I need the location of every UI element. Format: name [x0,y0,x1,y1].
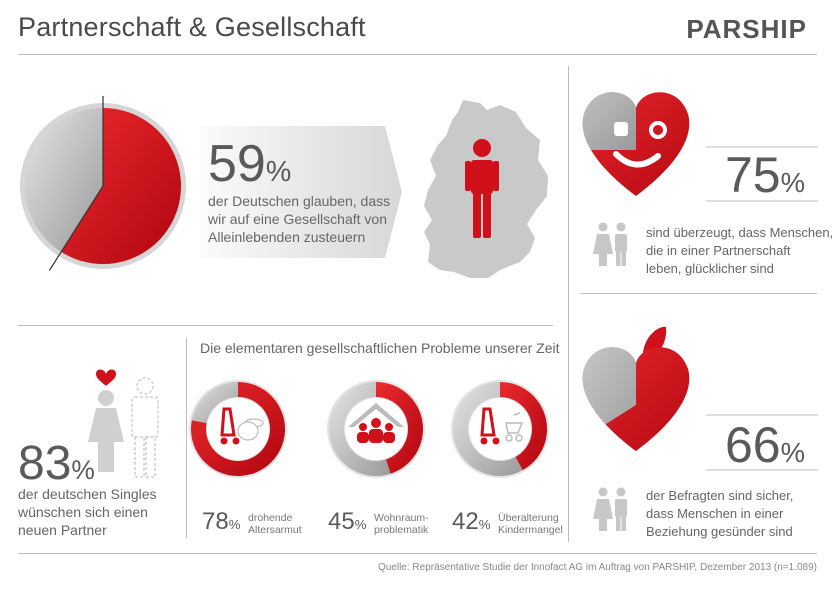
page-title: Partnerschaft & Gesellschaft [18,12,366,42]
couple-icon [593,222,627,266]
problems-divider [186,338,187,538]
problem-3-value: 42% [452,508,491,535]
stat-75-text: sind überzeugt, dass Menschen, die in ein… [646,225,834,276]
stat-59-value: 59% [208,135,292,193]
walker-coins-icon [220,407,264,445]
problem-2-value: 45% [328,508,367,535]
couple-icon [593,487,627,531]
stat-59-text: der Deutschen glauben, dass wir auf eine … [208,193,391,245]
donut-segment-gray [329,382,391,476]
stat-83-value: 83% [18,437,95,490]
donut-segment-gray [453,382,523,476]
pie-chart-59 [20,96,186,271]
walker-stroller-icon [480,407,524,445]
apple-heart-icon [582,326,690,452]
right-divider [580,293,817,294]
donut-hole [469,398,531,460]
problem-3-label: Überalterung Kindermangel [498,512,563,536]
brand-logo: PARSHIP [686,14,807,44]
single-woman-icon [88,369,124,472]
pie-slice-red [61,108,182,265]
banner-arrow [200,126,402,258]
smiley-heart-icon [582,92,690,197]
heart-slice-gray [582,347,636,452]
stat-75-value: 75% [725,147,806,203]
donut-segment-red [500,382,547,471]
source-note: Quelle: Repräsentative Studie der Innofa… [377,562,817,573]
pie-end-line [48,185,104,271]
problem-1-value: 78% [202,508,241,535]
middle-divider [18,325,553,326]
missing-partner-icon [131,377,159,478]
stat-66-text: der Befragten sind sicher, dass Menschen … [646,488,794,539]
heart-slice-gray [582,92,636,150]
person-icon [465,139,499,238]
donut-segment-red [376,382,423,474]
problem-1-label: drohende Altersarmut [248,512,302,536]
header-divider [18,54,817,55]
donut-chart-42 [451,380,549,478]
vertical-divider [568,66,569,542]
donut-segment-red [191,382,285,476]
stat-83-text: der deutschen Singles wünschen sich einen… [18,486,157,538]
problems-heading: Die elementaren gesellschaftlichen Probl… [200,340,560,356]
stat-66-value: 66% [725,417,806,473]
footer-divider [18,553,817,554]
problem-2-label: Wohnraum-problematik [374,512,429,536]
house-people-icon [348,403,404,443]
donut-segment-gray [191,382,238,424]
